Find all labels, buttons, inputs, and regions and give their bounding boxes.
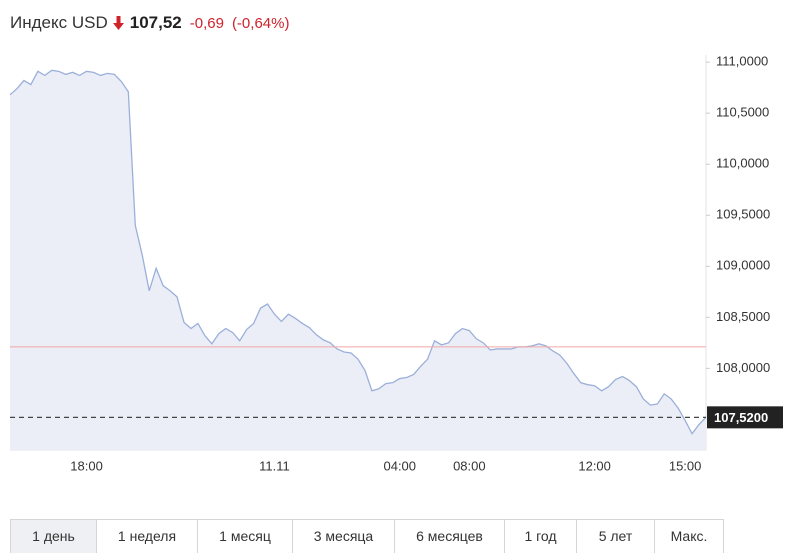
- range-tab[interactable]: 5 лет: [577, 520, 655, 553]
- price: 107,52: [129, 13, 182, 32]
- range-tab[interactable]: 1 месяц: [198, 520, 293, 553]
- y-tick-label: 110,5000: [716, 105, 769, 120]
- y-tick-label: 111,0000: [716, 54, 768, 69]
- range-tab[interactable]: 3 месяца: [293, 520, 395, 553]
- instrument-name: Индекс USD: [10, 13, 108, 32]
- range-tab[interactable]: 1 день: [11, 520, 97, 553]
- header: Индекс USD 107,52 -0,69 (-0,64%): [10, 10, 289, 36]
- range-tab[interactable]: 1 неделя: [97, 520, 198, 553]
- range-tab[interactable]: 6 месяцев: [395, 520, 505, 553]
- price-line: [9, 69, 707, 435]
- change: -0,69: [189, 14, 224, 32]
- area-fill: [10, 70, 706, 450]
- range-tabs: 1 день 1 неделя 1 месяц 3 месяца 6 месяцев 1 …: [10, 519, 724, 553]
- change-pct: (-0,64%): [231, 14, 290, 32]
- y-tick-label: 109,5000: [716, 207, 770, 222]
- x-tick-label: 08:00: [453, 458, 486, 473]
- y-tick-label: 109,0000: [716, 258, 770, 273]
- x-tick-label: 04:00: [383, 458, 416, 473]
- last-price-box: [707, 406, 783, 429]
- range-tab[interactable]: Макс.: [670, 528, 708, 544]
- last-price-label: 107,5200: [714, 410, 768, 425]
- range-tab[interactable]: 1 год: [505, 520, 577, 553]
- y-tick-label: 108,0000: [716, 360, 770, 375]
- x-tick-label: 15:00: [669, 458, 702, 473]
- x-tick-label: 12:00: [578, 458, 611, 473]
- x-tick-label: 11.11: [259, 458, 290, 473]
- down-arrow: [112, 16, 124, 30]
- y-tick-label: 108,5000: [716, 309, 770, 324]
- y-tick-label: 110,0000: [716, 156, 769, 171]
- x-tick-label: 18:00: [70, 458, 103, 473]
